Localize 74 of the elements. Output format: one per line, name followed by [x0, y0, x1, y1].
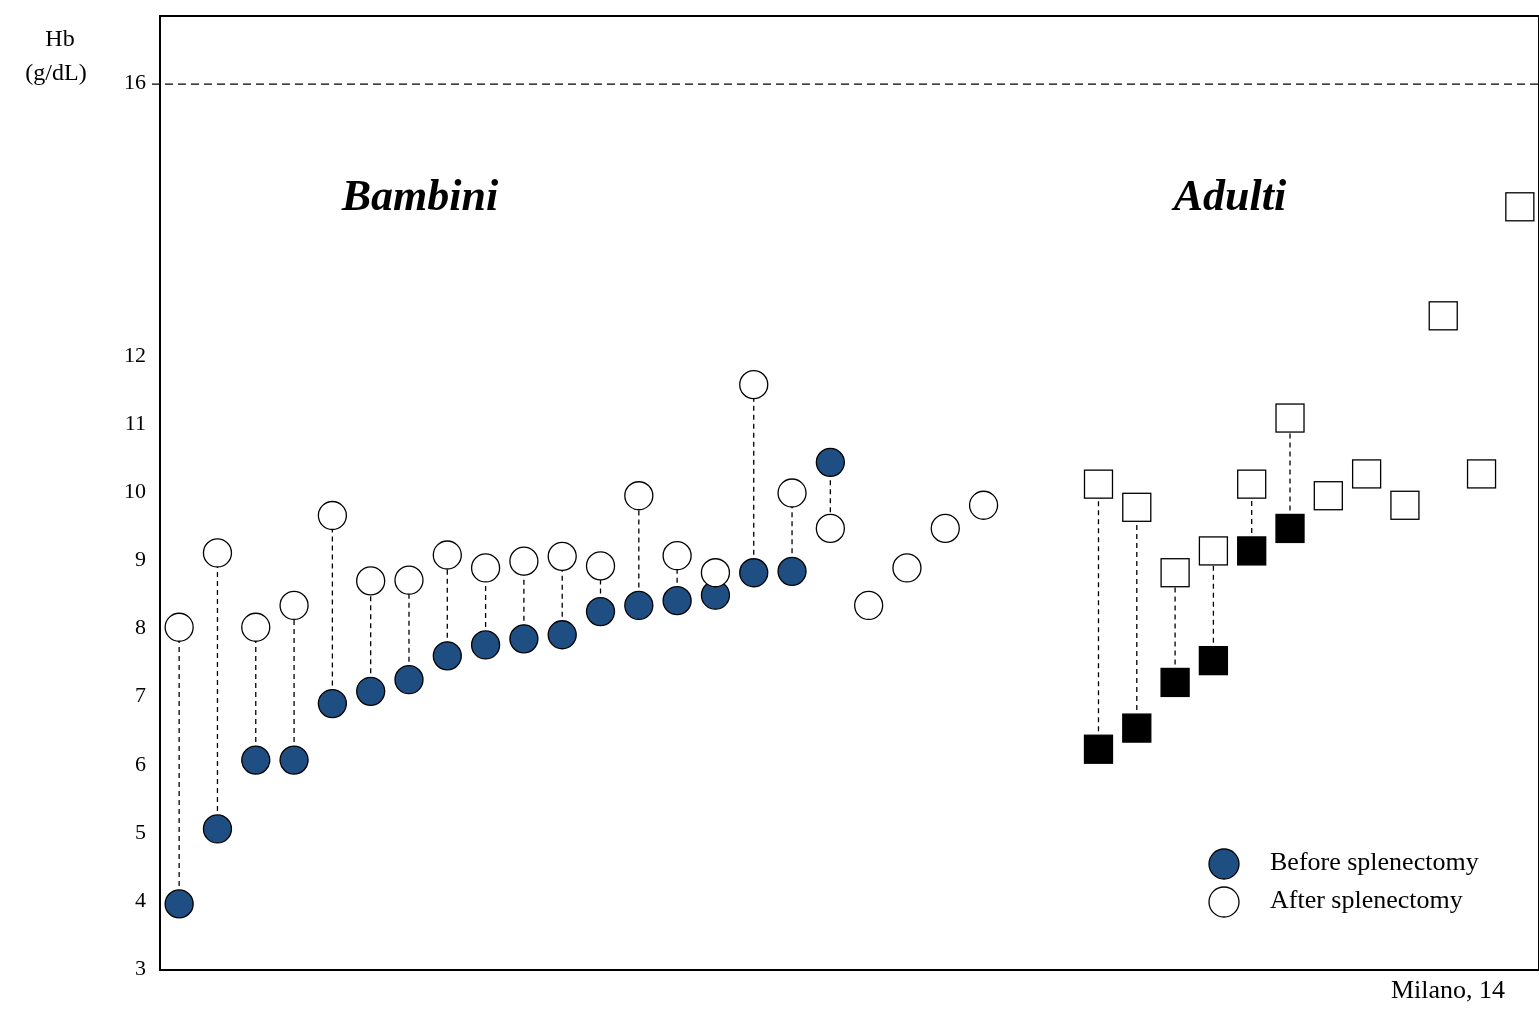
point: [777, 556, 807, 587]
point: [777, 478, 807, 508]
point: [1198, 536, 1229, 566]
y-tick-label: 4: [135, 886, 146, 912]
point: [624, 481, 654, 511]
point: [1160, 667, 1190, 698]
point: [356, 676, 386, 706]
y-axis-title: Hb (g/dL): [25, 25, 87, 85]
point: [317, 500, 348, 531]
point: [815, 513, 845, 544]
point: [1466, 459, 1497, 489]
point: [739, 558, 769, 588]
point: [1122, 492, 1152, 522]
point: [662, 586, 692, 616]
point: [164, 612, 194, 642]
point: [202, 538, 233, 568]
legend-label: After splenectomy: [1270, 884, 1463, 914]
point: [470, 630, 501, 660]
y-tick-label: 10: [124, 478, 146, 504]
y-tick-label: 5: [135, 818, 146, 844]
y-tick-label: 11: [124, 409, 146, 435]
point: [279, 745, 309, 775]
point: [164, 889, 194, 919]
legend-label: Before splenectomy: [1270, 846, 1479, 876]
point: [1275, 403, 1305, 433]
point: [1275, 513, 1305, 544]
point: [1428, 301, 1458, 331]
point: [930, 513, 960, 544]
point: [394, 665, 424, 695]
point: [241, 745, 271, 775]
point: [700, 558, 731, 588]
point: [470, 553, 501, 583]
point: [356, 566, 386, 596]
point: [1237, 469, 1267, 499]
point: [1083, 734, 1114, 764]
point: [394, 565, 424, 595]
point: [1390, 490, 1420, 520]
point: [624, 590, 654, 621]
point: [892, 553, 922, 583]
annotation: Bambini: [340, 171, 500, 221]
point: [432, 540, 462, 570]
point: [1313, 481, 1343, 511]
point: [739, 370, 769, 400]
point: [1083, 469, 1114, 499]
point: [279, 590, 309, 621]
point: [662, 541, 692, 571]
text: Milano, 14: [1390, 974, 1506, 1004]
point: [202, 814, 233, 844]
point: [1122, 713, 1152, 743]
y-tick-label: 3: [135, 955, 146, 981]
point: [1237, 536, 1267, 566]
point: [509, 546, 539, 576]
point: [585, 551, 616, 581]
point: [547, 541, 577, 572]
y-tick-label: 8: [135, 614, 146, 640]
point: [317, 688, 348, 719]
point: [1160, 558, 1190, 588]
point: [854, 590, 884, 621]
point: [815, 447, 845, 477]
point: [1505, 192, 1535, 222]
point: [1198, 645, 1229, 676]
point: [968, 490, 999, 520]
y-tick-label: 12: [124, 341, 146, 367]
point: [509, 624, 539, 654]
y-tick-label: 7: [135, 682, 146, 708]
point: [1351, 459, 1382, 489]
y-tick-label: 6: [135, 750, 146, 776]
point: [585, 596, 616, 627]
point: [547, 620, 577, 650]
point: [432, 641, 462, 671]
y-tick-label: 9: [135, 546, 146, 572]
point: [241, 612, 271, 642]
y-tick-label: 16: [124, 69, 146, 95]
annotation: Adulti: [1170, 171, 1288, 221]
